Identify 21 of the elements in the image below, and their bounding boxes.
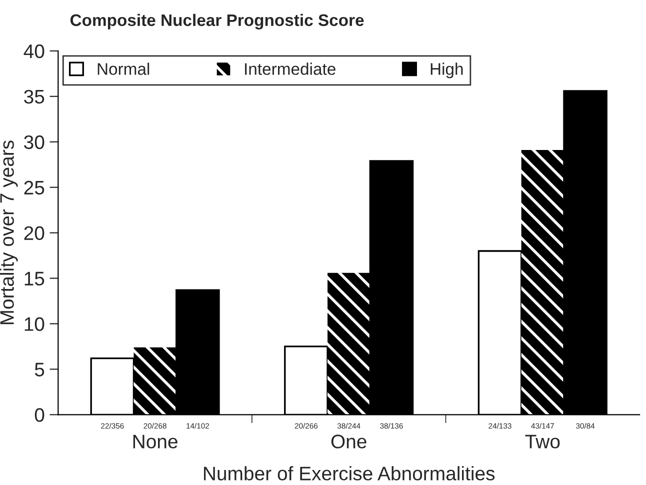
legend-label: Normal [98, 62, 150, 75]
y-tick-label: 30 [24, 135, 44, 150]
bar [134, 347, 176, 415]
legend-label: Intermediate [245, 62, 336, 75]
y-tick-label: 15 [24, 272, 44, 286]
y-tick-label: 25 [24, 180, 44, 195]
y-axis-title: Mortality over 7 years [0, 140, 18, 324]
x-axis-title: Number of Exercise Abnormalities [204, 466, 495, 480]
legend-label: High [430, 62, 463, 78]
chart-title: Composite Nuclear Prognostic Score [70, 14, 364, 30]
x-tick-label: One [331, 434, 366, 448]
y-tick-label: 10 [24, 317, 44, 331]
x-tick-label: Two [525, 434, 560, 448]
y-tick-label: 40 [24, 44, 44, 58]
x-tick-label: None [133, 434, 178, 448]
bar [521, 150, 564, 415]
y-tick-label: 5 [34, 362, 44, 376]
bar [328, 272, 370, 415]
y-tick-label: 20 [24, 226, 44, 240]
y-tick-label: 35 [24, 90, 44, 104]
y-tick-label: 0 [34, 408, 44, 422]
